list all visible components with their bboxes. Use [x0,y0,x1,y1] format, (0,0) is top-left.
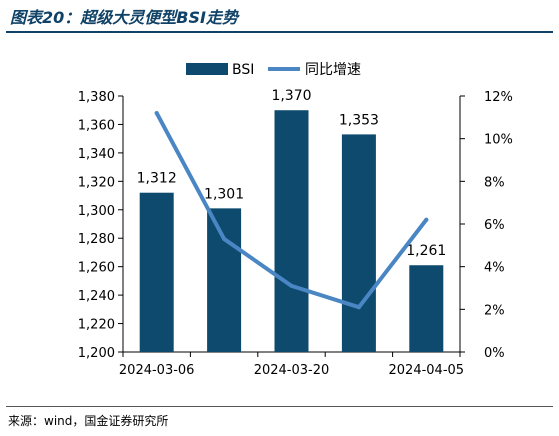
line-point [289,283,294,288]
y-right-tick-label: 2% [484,303,505,318]
y-left-tick-label: 1,220 [78,318,115,333]
x-tick-label: 2024-04-05 [389,363,465,378]
bar-data-label: 1,353 [339,112,379,128]
y-right-tick-label: 10% [484,133,513,148]
chart-title: 图表20：超级大灵便型BSI走势 [10,8,238,27]
line-point [424,217,429,222]
y-left-tick-label: 1,360 [78,118,115,133]
title-divider [6,31,553,33]
legend-label-yoy: 同比增速 [305,62,361,78]
x-tick-label: 2024-03-06 [119,363,195,378]
bar-data-label: 1,301 [204,186,244,202]
source-divider [6,406,553,407]
bar-data-label: 1,370 [271,88,311,104]
y-left-tick-label: 1,200 [78,346,115,361]
y-right-tick-label: 4% [484,261,505,276]
y-left-tick-label: 1,340 [78,147,115,162]
line-point [154,111,159,116]
line-series [154,111,429,310]
line-point [356,305,361,310]
y-right-tick-label: 12% [484,90,513,105]
bar [341,134,376,352]
bar [207,208,242,352]
y-right-tick-label: 0% [484,346,505,361]
axes: 1,200 1,220 1,240 1,260 1,280 1,300 1,320 1,340… [78,90,513,378]
legend-label-bsi: BSI [232,62,254,78]
legend: BSI 同比增速 [186,62,361,78]
bsi-chart: BSI 同比增速 1,2001,2201,2401,2601,2801,3001… [78,62,513,378]
source-note: 来源：wind，国金证券研究所 [8,414,169,428]
x-tick-label: 2024-03-20 [254,363,330,378]
bar [139,192,174,352]
bar [409,265,444,352]
y-right-tick-label: 8% [484,175,505,190]
bar-series: 1,312 1,301 1,370 1,353 1,261 [137,88,446,352]
y-left-tick-label: 1,320 [78,175,115,190]
y-left-tick-label: 1,300 [78,204,115,219]
line-point [222,236,227,241]
y-left-tick-label: 1,240 [78,289,115,304]
y-right-tick-label: 6% [484,218,505,233]
bar [274,110,309,352]
legend-swatch-bsi [186,63,228,75]
y-left-tick-label: 1,380 [78,90,115,105]
bar-data-label: 1,261 [406,243,446,259]
bar-data-label: 1,312 [137,171,177,187]
y-left-tick-label: 1,280 [78,232,115,247]
y-left-tick-label: 1,260 [78,261,115,276]
